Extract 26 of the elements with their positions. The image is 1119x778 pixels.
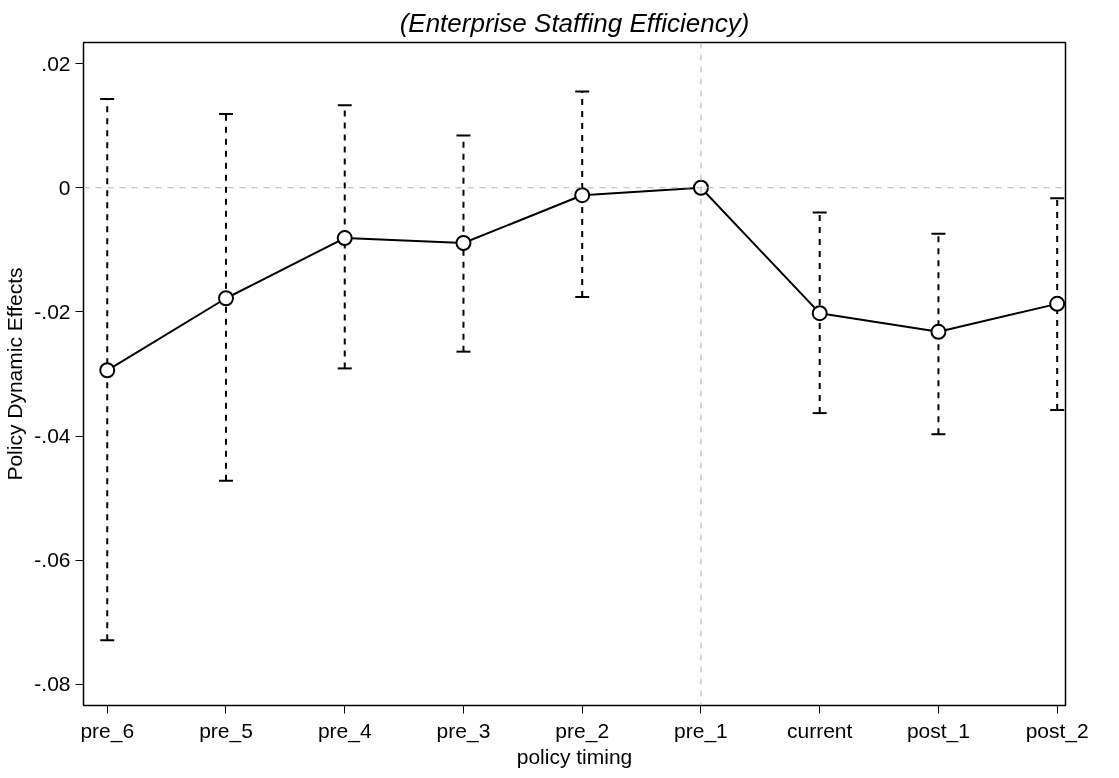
chart-title: (Enterprise Staffing Efficiency) [399,7,750,38]
y-tick-label: -.08 [34,672,71,696]
x-tick-label: pre_2 [555,718,610,743]
point [574,187,591,204]
x-tick-label: pre_5 [199,718,253,743]
x-tick-label: pre_4 [317,718,372,743]
x-tick-label: post_2 [1025,718,1089,743]
y-tick-label: -.06 [34,548,71,572]
y-tick-label: .02 [41,51,71,75]
x-tick-label: pre_1 [674,718,728,743]
x-tick-label: pre_3 [436,718,491,743]
point [99,362,116,379]
point [336,230,353,247]
y-tick-label: 0 [58,175,71,199]
point [930,323,947,340]
x-tick-label: post_1 [906,718,970,743]
point [1049,295,1066,312]
y-tick-label: -.02 [34,299,71,323]
point [811,305,828,322]
y-tick-label: -.04 [34,424,71,448]
point [217,290,234,307]
x-tick-label: pre_6 [80,718,135,743]
x-axis-title: policy timing [516,744,633,768]
y-axis-title: Policy Dynamic Effects [3,267,27,481]
x-tick-label: current [787,718,853,742]
point [455,235,472,251]
